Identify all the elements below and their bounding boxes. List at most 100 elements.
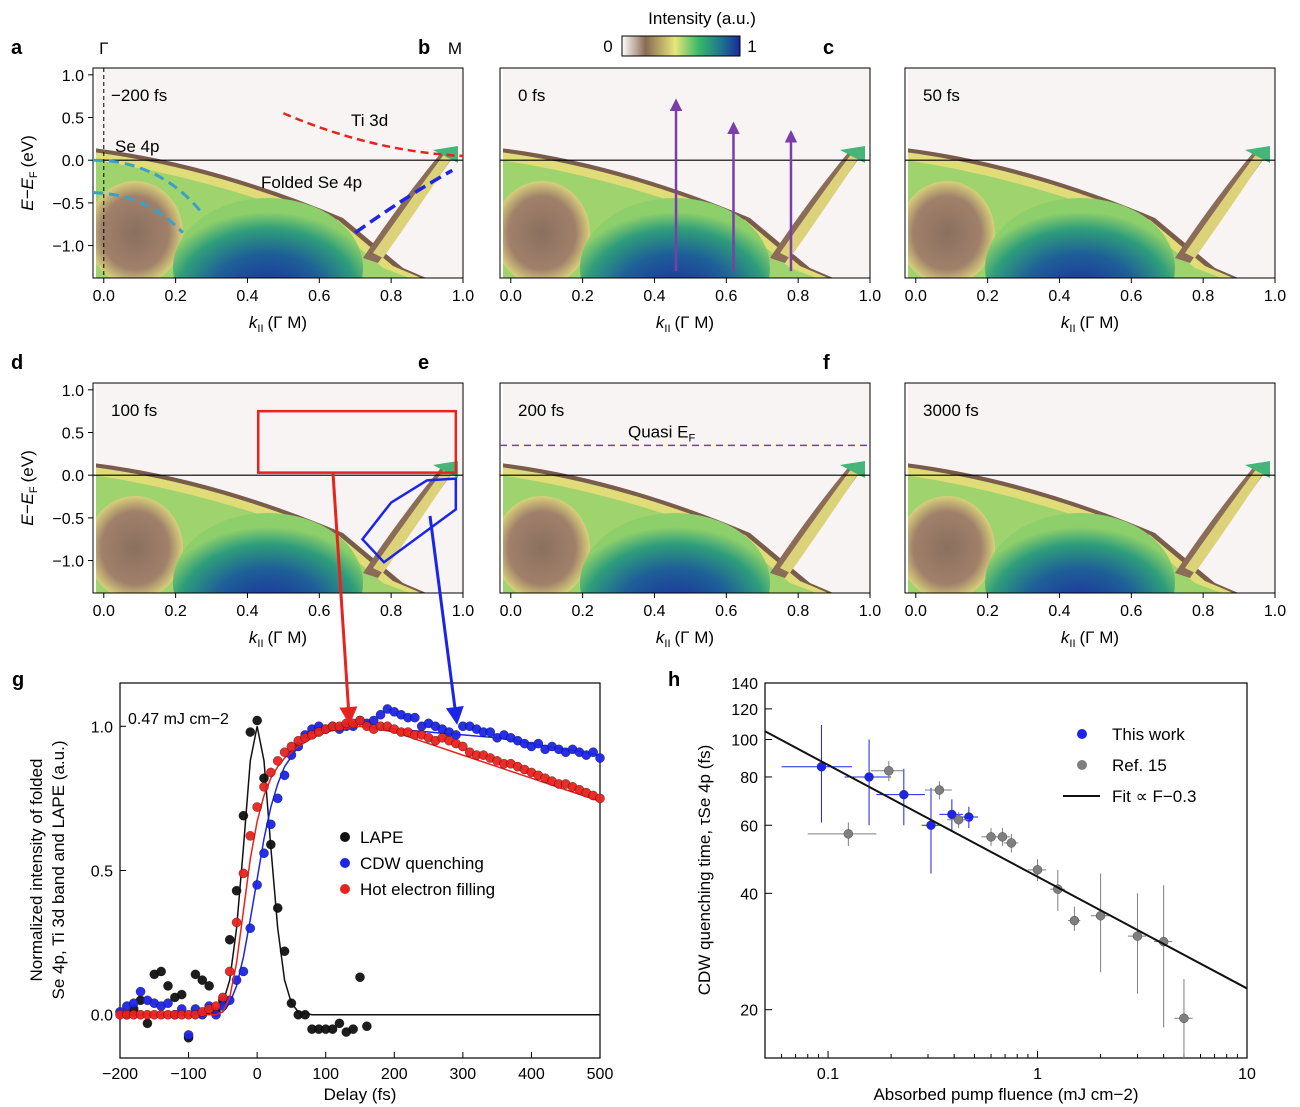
data-point	[183, 1030, 194, 1040]
data-point	[238, 868, 249, 879]
panel-letter-f: f	[823, 352, 830, 374]
x-tick-label: 0.2	[164, 603, 186, 620]
data-point	[286, 998, 297, 1008]
colorbar: Intensity (a.u.) 0 1	[603, 9, 757, 57]
data-point	[238, 966, 249, 977]
panel-h-series	[764, 725, 1248, 1058]
x-tick-label: 0.4	[643, 288, 665, 305]
arpes-panel-f: f 3000 fs 0.0 0.2 0.4 0.6 0.8 1.0 kII (Γ M)	[823, 352, 1286, 650]
y-tick-label: 1.0	[62, 68, 84, 85]
y-axis-label: E−EF (eV)	[18, 450, 40, 525]
x-axis-label: kII (Γ M)	[1061, 628, 1119, 650]
data-point	[843, 829, 854, 839]
legend-label-0: This work	[1112, 725, 1185, 744]
legend-marker-0	[340, 832, 350, 842]
x-tick-label: 200	[381, 1066, 408, 1083]
panel-g-legend: LAPE CDW quenching Hot electron filling	[340, 828, 495, 899]
data-point	[266, 819, 276, 830]
y-axis-label-sub: F	[28, 171, 40, 178]
ti3d-dashed-curve	[282, 112, 464, 158]
x-tick-label: 0.6	[308, 288, 330, 305]
panel-letter-a: a	[11, 37, 23, 59]
arpes-frame-e	[499, 382, 871, 594]
data-point	[533, 738, 544, 749]
x-tick-label: 0.6	[715, 603, 737, 620]
arpes-frame-f	[904, 382, 1276, 594]
x-axis-label-sub: II	[664, 638, 670, 650]
arpes-panel-a: a −200 fs 0.0 0.2 0.4 0.6 0.8 1.0 kII (Γ M) 1.0 0.5…	[11, 37, 474, 335]
data-point	[1006, 838, 1017, 848]
y-tick-label: 140	[731, 676, 758, 693]
data-point	[135, 986, 146, 997]
data-point	[1032, 865, 1043, 875]
arpes-panel-d: d 100 fs 0.0 0.2 0.4 0.6 0.8 1.0 kII (Γ M) 1.0 0.5 0…	[11, 352, 474, 650]
x-tick-label: 0.0	[905, 288, 927, 305]
se4p-dashed-curve-lower	[92, 191, 184, 234]
x-tick-label: 100	[312, 1066, 339, 1083]
y-tick-label: 1.0	[91, 719, 113, 736]
x-axis-label-sub: II	[1069, 638, 1075, 650]
y-tick-label: 40	[740, 886, 758, 903]
fit-line	[764, 730, 1248, 990]
y-tick-label: −0.5	[52, 511, 84, 528]
data-point	[947, 809, 957, 820]
x-tick-label: 0.6	[1120, 288, 1142, 305]
x-tick-label: 10	[1238, 1066, 1256, 1083]
data-point	[259, 848, 269, 858]
x-tick-label: 1.0	[859, 603, 881, 620]
y-tick-label: 1.0	[62, 383, 84, 400]
x-tick-label: 1.0	[452, 288, 474, 305]
x-axis-label: kII (Γ M)	[249, 313, 307, 335]
x-axis-label: kII (Γ M)	[1061, 313, 1119, 335]
fit-line-2	[120, 725, 601, 1016]
x-axis-label: kII (Γ M)	[249, 628, 307, 650]
panel-g-ylabel-line1: Normalized intensity of folded	[27, 758, 46, 981]
y-tick-label: 0.0	[62, 468, 84, 485]
data-point	[252, 715, 262, 726]
x-tick-label: 0.2	[571, 603, 593, 620]
x-tick-label: 0.0	[905, 603, 927, 620]
x-axis-label: kII (Γ M)	[656, 628, 714, 650]
data-point	[238, 810, 249, 821]
panel-g-chart: g 0.47 mJ cm−2 −200 −100 0 100 200 300 400 500 0…	[12, 669, 613, 1104]
colorbar-max-label: 1	[747, 37, 756, 56]
x-tick-label: 0.2	[164, 288, 186, 305]
x-axis-label-sub: II	[257, 638, 263, 650]
x-axis-label-path: (Γ M)	[268, 628, 308, 647]
quasi-ef-sub: F	[688, 432, 695, 444]
connector-arrow-blue	[428, 515, 464, 725]
panel-g-ticks: −200 −100 0 100 200 300 400 500 0.0 0.5 1.0	[91, 719, 614, 1083]
legend-label-0: LAPE	[360, 828, 403, 847]
y-axis-label-e: E−E	[18, 177, 37, 210]
data-point	[279, 747, 290, 757]
panel-h-legend: This work Ref. 15 Fit ∝ F−0.3	[1063, 725, 1196, 806]
ti3d-label: Ti 3d	[351, 111, 388, 130]
x-tick-label: 1.0	[452, 603, 474, 620]
legend-label-1: CDW quenching	[360, 854, 484, 873]
time-label-c: 50 fs	[923, 86, 960, 105]
x-tick-label: 0.8	[1192, 288, 1214, 305]
x-tick-label: 500	[587, 1066, 614, 1083]
data-point	[245, 727, 256, 737]
legend-marker-0	[1077, 729, 1087, 739]
data-point	[272, 793, 283, 804]
x-tick-label: 0.8	[380, 288, 402, 305]
x-axis-label-sub: II	[1069, 323, 1075, 335]
data-point	[245, 831, 256, 841]
panel-g-xlabel: Delay (fs)	[324, 1085, 397, 1104]
folded-band-region	[360, 477, 458, 564]
x-tick-label: −200	[102, 1066, 138, 1083]
data-point	[142, 1018, 153, 1029]
x-tick-label: 0.1	[817, 1066, 839, 1083]
x-axis-label-sub: II	[257, 323, 263, 335]
quasi-ef-text: Quasi E	[628, 422, 688, 441]
x-tick-label: 0.2	[976, 603, 998, 620]
arpes-frame-a	[92, 67, 464, 279]
x-axis-label-path: (Γ M)	[1080, 628, 1120, 647]
data-point	[231, 917, 242, 928]
x-tick-label: 0.0	[93, 288, 115, 305]
data-point	[1179, 1013, 1189, 1024]
data-point	[224, 934, 235, 945]
arpes-image-b	[500, 68, 870, 278]
x-axis-label-k: k	[1061, 313, 1071, 332]
